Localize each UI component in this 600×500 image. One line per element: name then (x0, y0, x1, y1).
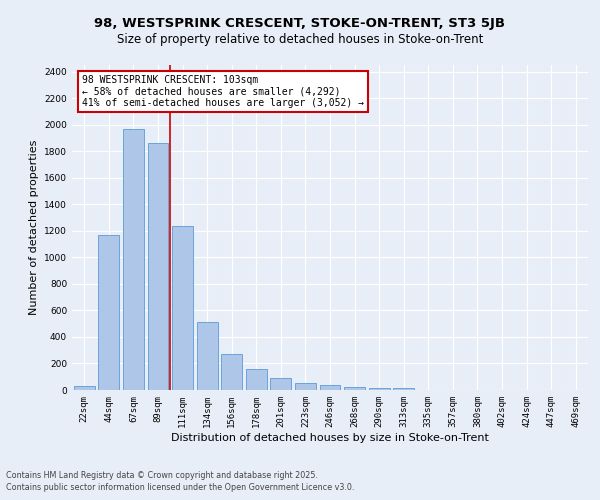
Bar (368, 388, 389, 390)
Bar (271, 378, 292, 390)
X-axis label: Distribution of detached houses by size in Stoke-on-Trent: Distribution of detached houses by size … (171, 432, 489, 442)
Bar (197, 322, 218, 390)
Text: Size of property relative to detached houses in Stoke-on-Trent: Size of property relative to detached ho… (117, 32, 483, 46)
Text: Contains public sector information licensed under the Open Government Licence v3: Contains public sector information licen… (6, 484, 355, 492)
Bar (98, 235, 119, 390)
Text: 98 WESTSPRINK CRESCENT: 103sqm
← 58% of detached houses are smaller (4,292)
41% : 98 WESTSPRINK CRESCENT: 103sqm ← 58% of … (82, 74, 364, 108)
Bar (172, 226, 193, 390)
Bar (123, 128, 144, 390)
Bar (320, 384, 340, 390)
Text: 98, WESTSPRINK CRESCENT, STOKE-ON-TRENT, ST3 5JB: 98, WESTSPRINK CRESCENT, STOKE-ON-TRENT,… (95, 18, 505, 30)
Bar (393, 388, 414, 390)
Text: Contains HM Land Registry data © Crown copyright and database right 2025.: Contains HM Land Registry data © Crown c… (6, 471, 318, 480)
Bar (344, 386, 365, 390)
Bar (148, 144, 169, 390)
Y-axis label: Number of detached properties: Number of detached properties (29, 140, 38, 315)
Bar (295, 384, 316, 390)
Bar (246, 370, 267, 390)
Bar (221, 354, 242, 390)
Bar (74, 386, 95, 390)
